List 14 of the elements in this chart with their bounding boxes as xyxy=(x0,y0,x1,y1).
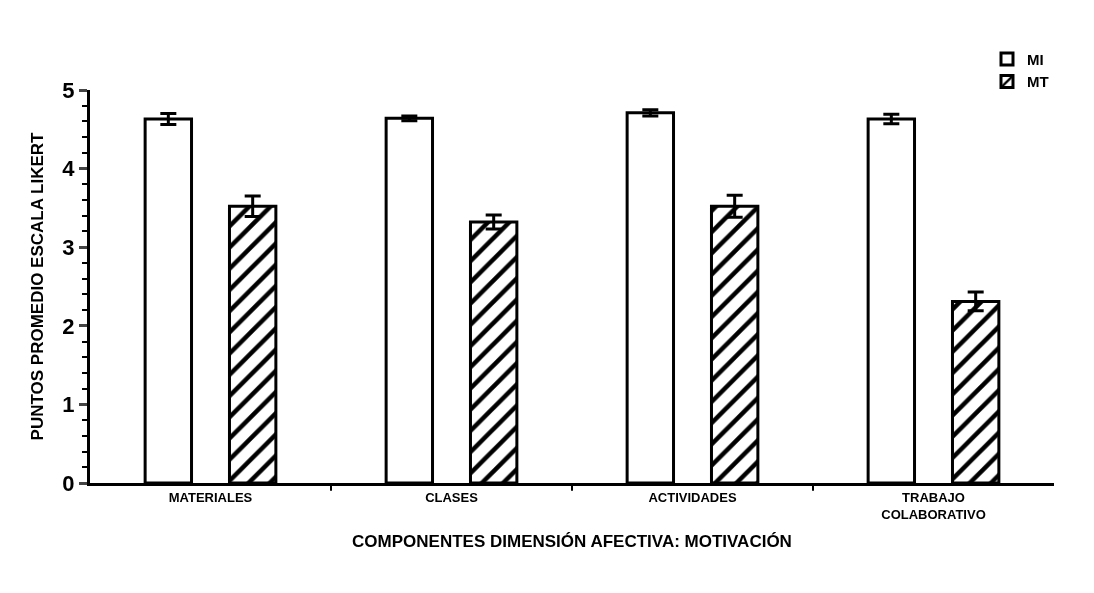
legend-label: MI xyxy=(1027,50,1044,68)
x-axis-title: COMPONENTES DIMENSIÓN AFECTIVA: MOTIVACIÓN xyxy=(352,531,792,551)
x-tick-label: TRABAJO COLABORATIVO xyxy=(881,489,986,522)
y-tick-label: 3 xyxy=(62,234,75,260)
y-tick-label: 4 xyxy=(62,156,76,182)
y-axis-title: PUNTOS PROMEDIO ESCALA LIKERT xyxy=(27,131,47,441)
x-tick-label: MATERIALES xyxy=(168,489,253,505)
x-tick-label: ACTIVIDADES xyxy=(648,489,737,505)
x-tick-label: CLASES xyxy=(425,489,479,505)
text: MT xyxy=(1027,73,1049,91)
y-tick-label: 1 xyxy=(62,392,75,418)
y-tick-label: 5 xyxy=(62,77,75,103)
y-tick-label: 2 xyxy=(62,313,75,339)
y-tick-label: 0 xyxy=(62,470,75,496)
